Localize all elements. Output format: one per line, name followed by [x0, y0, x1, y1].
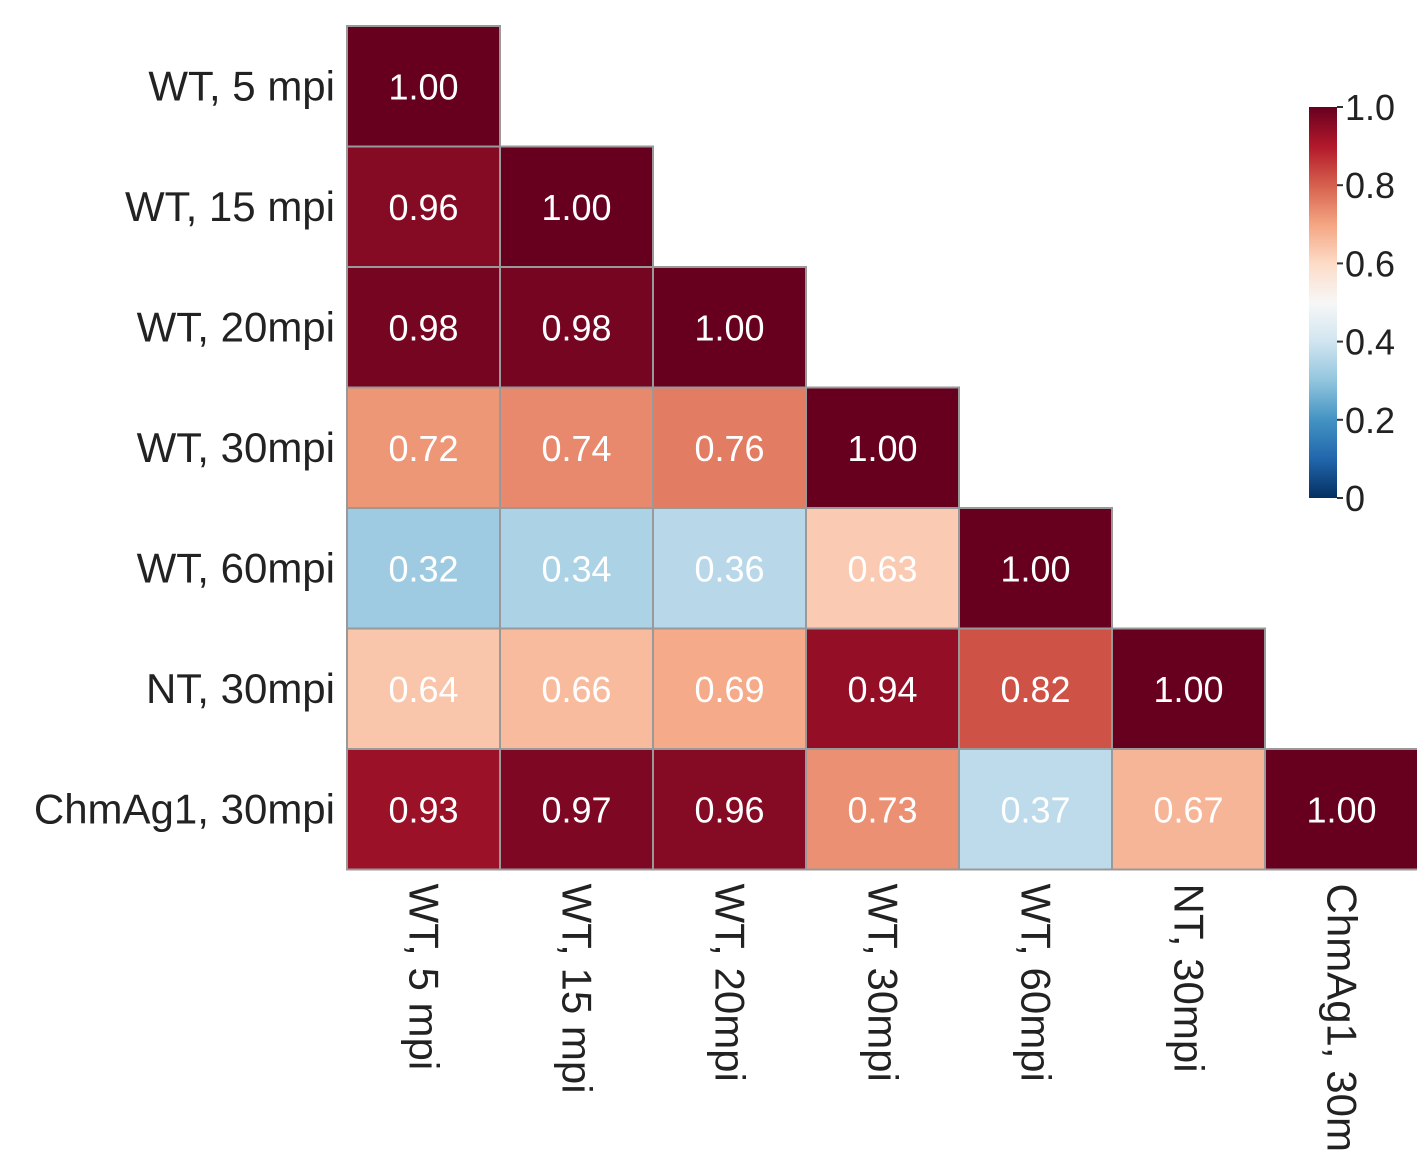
cell-value-label: 1.00: [847, 428, 917, 469]
heatmap-cell: [1111, 627, 1266, 750]
colorbar-tick-label: 1.0: [1345, 87, 1395, 128]
column-label: WT, 5 mpi: [401, 884, 448, 1071]
column-label: ChmAg1, 30m: [1319, 884, 1366, 1152]
row-label: WT, 60mpi: [137, 544, 335, 591]
cell-value-label: 1.00: [1306, 789, 1376, 830]
row-label: NT, 30mpi: [146, 665, 335, 712]
heatmap-cell: [499, 386, 654, 509]
column-label: NT, 30mpi: [1166, 884, 1213, 1073]
heatmap-cell: [499, 627, 654, 750]
cell-value-label: 0.63: [847, 548, 917, 589]
cell-value-label: 0.32: [388, 548, 458, 589]
cell-value-label: 0.94: [847, 669, 917, 710]
heatmap-cell: [652, 627, 807, 750]
cell-value-label: 0.69: [694, 669, 764, 710]
cell-value-label: 0.96: [694, 789, 764, 830]
heatmap-cell: [1111, 748, 1266, 871]
column-label: WT, 60mpi: [1013, 884, 1060, 1082]
heatmap-cells: 1.000.96 1.000.98 0.98 1.000.72 0.74 0.76 1.00…: [346, 25, 1417, 871]
heatmap-cell: [499, 748, 654, 871]
colorbar-tick-label: 0.4: [1345, 322, 1395, 363]
heatmap-cell: [805, 507, 960, 630]
heatmap-cell: [958, 507, 1113, 630]
cell-value-label: 0.82: [1000, 669, 1070, 710]
colorbar-tick-label: 0: [1345, 478, 1365, 519]
row-label: WT, 5 mpi: [148, 62, 335, 109]
column-label: WT, 15 mpi: [554, 884, 601, 1094]
cell-value-label: 0.74: [541, 428, 611, 469]
colorbar: 0 0.2 0.4 0.6 0.8 1.0: [1309, 87, 1395, 519]
column-labels: WT, 5 mpi WT, 15 mpi WT, 20mpi WT, 30mpi WT,…: [401, 884, 1366, 1152]
heatmap-cell: [805, 386, 960, 509]
row-labels: WT, 5 mpi WT, 15 mpi WT, 20mpi WT, 30mpi WT,…: [34, 62, 335, 832]
heatmap-cell: [346, 627, 501, 750]
cell-value-label: 0.97: [541, 789, 611, 830]
column-label: WT, 20mpi: [707, 884, 754, 1082]
heatmap-cell: [805, 627, 960, 750]
colorbar-tick-label: 0.8: [1345, 165, 1395, 206]
cell-value-label: 0.76: [694, 428, 764, 469]
cell-value-label: 0.67: [1153, 789, 1223, 830]
heatmap-cell: [805, 748, 960, 871]
heatmap-cell: [499, 507, 654, 630]
row-label: WT, 15 mpi: [125, 183, 335, 230]
cell-value-label: 1.00: [541, 187, 611, 228]
colorbar-tick-label: 0.6: [1345, 243, 1395, 284]
cell-value-label: 0.73: [847, 789, 917, 830]
cell-value-label: 0.98: [388, 307, 458, 348]
cell-value-label: 1.00: [388, 66, 458, 107]
cell-value-label: 0.93: [388, 789, 458, 830]
cell-value-label: 0.34: [541, 548, 611, 589]
cell-value-label: 0.36: [694, 548, 764, 589]
cell-value-label: 0.66: [541, 669, 611, 710]
heatmap-cell: [346, 748, 501, 871]
colorbar-tick-label: 0.2: [1345, 400, 1395, 441]
row-label: WT, 20mpi: [137, 303, 335, 350]
colorbar-gradient: [1309, 107, 1337, 498]
heatmap-cell: [499, 145, 654, 268]
row-label: WT, 30mpi: [137, 424, 335, 471]
cell-value-label: 0.37: [1000, 789, 1070, 830]
heatmap-cell: [346, 266, 501, 389]
heatmap-cell: [346, 25, 501, 148]
cell-value-label: 1.00: [1153, 669, 1223, 710]
cell-value-label: 0.98: [541, 307, 611, 348]
row-label: ChmAg1, 30mpi: [34, 785, 335, 832]
cell-value-label: 0.64: [388, 669, 458, 710]
cell-value-label: 0.96: [388, 187, 458, 228]
heatmap-cell: [1264, 748, 1417, 871]
cell-value-label: 0.72: [388, 428, 458, 469]
heatmap-cell: [652, 266, 807, 389]
heatmap-cell: [958, 627, 1113, 750]
heatmap-cell: [346, 145, 501, 268]
cell-value-label: 1.00: [694, 307, 764, 348]
column-label: WT, 30mpi: [860, 884, 907, 1082]
cell-value-label: 1.00: [1000, 548, 1070, 589]
